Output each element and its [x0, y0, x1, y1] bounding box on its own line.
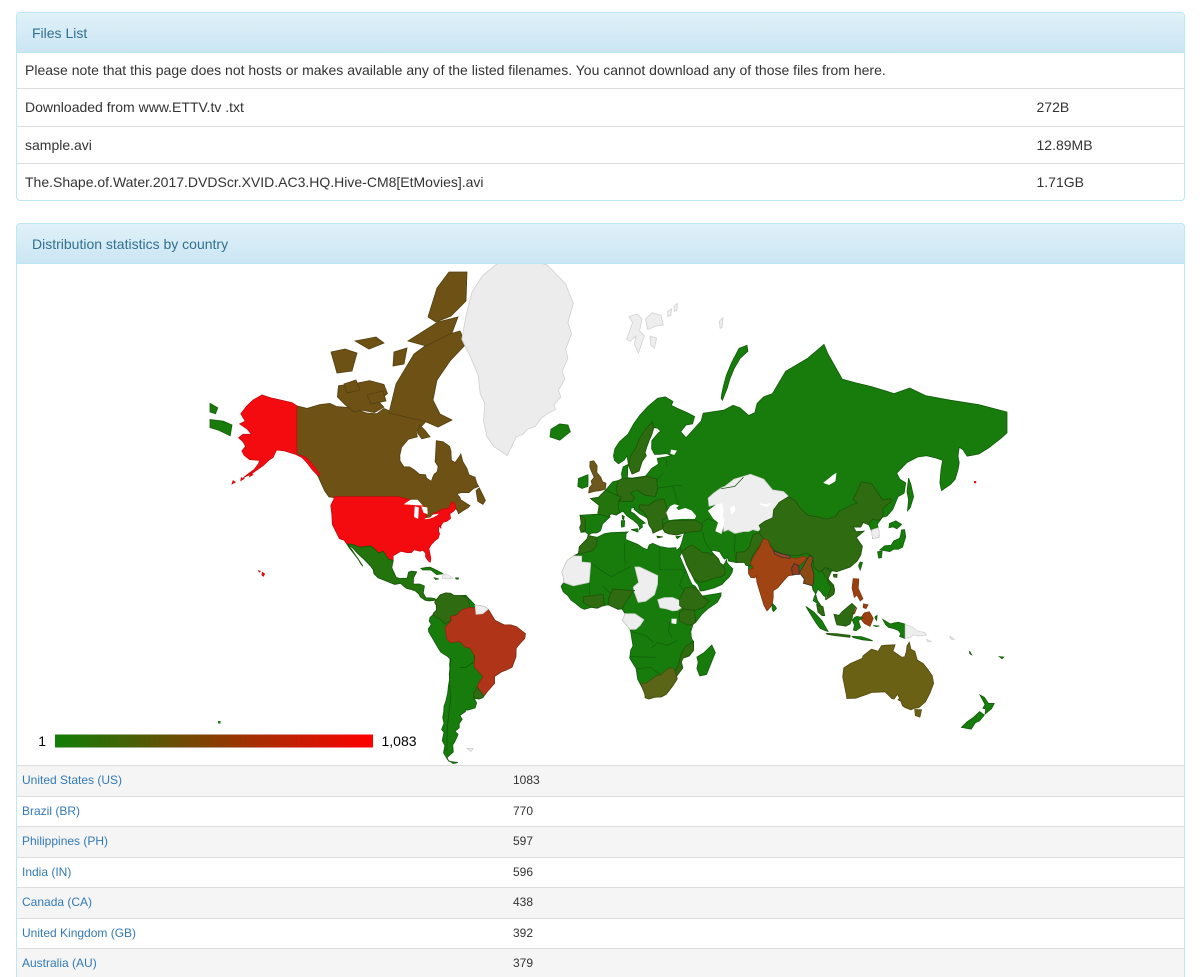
- svg-text:1,083: 1,083: [382, 733, 417, 749]
- svg-text:1: 1: [38, 733, 46, 749]
